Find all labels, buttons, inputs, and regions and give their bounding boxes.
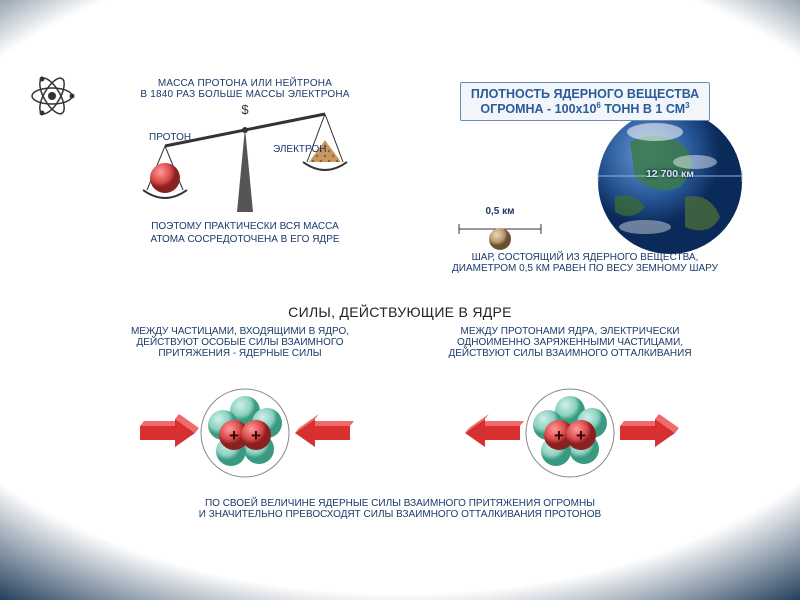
forces-heading: СИЛЫ, ДЕЙСТВУЮЩИЕ В ЯДРЕ — [0, 304, 800, 320]
nucleus-repulsion-diagram: ++ — [420, 378, 720, 488]
proton-label: ПРОТОН — [149, 132, 191, 143]
density-caption: ШАР, СОСТОЯЩИЙ ИЗ ЯДЕРНОГО ВЕЩЕСТВА, ДИА… — [415, 252, 755, 274]
balance-scale-diagram: $ — [135, 104, 355, 219]
earth-icon: 12 700 км — [590, 102, 750, 262]
mass-caption-1: ПОЭТОМУ ПРАКТИЧЕСКИ ВСЯ МАССА — [100, 221, 390, 232]
atom-icon — [28, 72, 76, 120]
repulsion-text: МЕЖДУ ПРОТОНАМИ ЯДРА, ЭЛЕКТРИЧЕСКИ ОДНОИ… — [420, 326, 720, 359]
density-block: ПЛОТНОСТЬ ЯДЕРНОГО ВЕЩЕСТВА ОГРОМНА - 10… — [400, 82, 770, 121]
svg-text:+: + — [554, 426, 564, 445]
mass-block: МАССА ПРОТОНА ИЛИ НЕЙТРОНА В 1840 РАЗ БО… — [100, 78, 390, 245]
svg-text:+: + — [229, 426, 239, 445]
small-sphere-label: 0,5 км — [455, 206, 545, 217]
mass-line-2: В 1840 РАЗ БОЛЬШЕ МАССЫ ЭЛЕКТРОНА — [100, 89, 390, 100]
svg-text:+: + — [251, 426, 261, 445]
svg-text:$: $ — [241, 104, 249, 117]
density-line-1: ПЛОТНОСТЬ ЯДЕРНОГО ВЕЩЕСТВА — [471, 87, 699, 101]
mass-caption-2: АТОМА СОСРЕДОТОЧЕНА В ЕГО ЯДРЕ — [100, 234, 390, 245]
nuclear-sphere-icon: 0,5 км — [455, 206, 545, 258]
attraction-text: МЕЖДУ ЧАСТИЦАМИ, ВХОДЯЩИМИ В ЯДРО, ДЕЙСТ… — [90, 326, 390, 359]
svg-text:+: + — [576, 426, 586, 445]
content: МАССА ПРОТОНА ИЛИ НЕЙТРОНА В 1840 РАЗ БО… — [0, 0, 800, 600]
mass-line-1: МАССА ПРОТОНА ИЛИ НЕЙТРОНА — [100, 78, 390, 89]
earth-diameter-label: 12 700 км — [646, 168, 694, 180]
bottom-caption: ПО СВОЕЙ ВЕЛИЧИНЕ ЯДЕРНЫЕ СИЛЫ ВЗАИМНОГО… — [0, 498, 800, 520]
electron-label: ЭЛЕКТРОН — [273, 144, 326, 155]
density-box: ПЛОТНОСТЬ ЯДЕРНОГО ВЕЩЕСТВА ОГРОМНА - 10… — [460, 82, 710, 121]
density-line-2: ОГРОМНА - 100x106 ТОНН В 1 СМ3 — [471, 101, 699, 116]
nucleus-attraction-diagram: ++ — [95, 378, 395, 488]
